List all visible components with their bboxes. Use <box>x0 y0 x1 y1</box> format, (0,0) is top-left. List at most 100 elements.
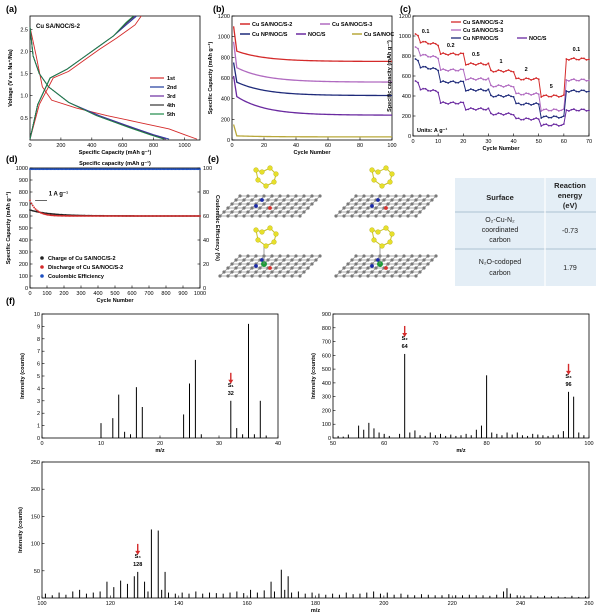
rate-point <box>542 115 545 118</box>
carbon-atom <box>234 206 238 210</box>
x-tick-label: 100 <box>584 441 593 447</box>
rate-point <box>442 80 445 82</box>
carbon-atom <box>294 270 298 274</box>
rate-point <box>419 88 422 91</box>
carbon-atom <box>338 270 342 274</box>
carbon-atom <box>250 198 254 202</box>
cycle-point-2 <box>63 168 65 171</box>
carbon-atom <box>238 262 242 266</box>
y-tick-label: 100 <box>31 542 40 548</box>
carbon-atom <box>278 194 282 198</box>
rate-point <box>477 88 480 91</box>
carbon-atom <box>242 258 246 262</box>
x-axis-label: Specific Capacity (mAh g⁻¹) <box>79 149 152 156</box>
carbon-atom <box>226 206 230 210</box>
red-arrowhead <box>402 332 408 337</box>
rate-point <box>512 113 515 116</box>
cycle-point-1 <box>53 214 56 217</box>
chart-title: Cu SA/NOC/S-2 <box>36 24 81 30</box>
y-tick-label: 1000 <box>399 34 411 40</box>
carbon-atom <box>298 198 302 202</box>
rate-point <box>432 42 435 44</box>
rate-point <box>462 68 465 71</box>
plot-frame <box>41 313 279 439</box>
carbon-atom <box>242 274 246 278</box>
rate-point <box>580 57 583 60</box>
rate-point <box>552 94 555 97</box>
table-header-energy-2: energy <box>558 191 583 200</box>
rate-point <box>555 123 558 126</box>
carbon-atom <box>374 274 378 278</box>
cycle-point-2 <box>136 168 139 171</box>
sulfur-atom <box>389 171 395 177</box>
sulfur-atom <box>387 239 393 245</box>
legend-marker <box>40 256 44 260</box>
cycle-point-2 <box>135 168 137 171</box>
cycle-point-1 <box>48 214 50 216</box>
cycle-point-1 <box>78 215 80 217</box>
cycle-point-0 <box>29 209 31 211</box>
x-axis-label: m/z <box>155 448 164 454</box>
rate-point <box>505 113 507 115</box>
rate-point <box>414 58 417 60</box>
rate-point <box>570 78 573 81</box>
capacity-series-NOC/S <box>232 75 393 116</box>
cycle-point-2 <box>182 168 185 171</box>
carbon-atom <box>350 258 354 262</box>
carbon-atom <box>306 206 310 210</box>
rate-point <box>485 63 487 66</box>
carbon-atom <box>286 270 290 274</box>
cycle-point-2 <box>151 168 154 171</box>
carbon-atom <box>270 262 274 266</box>
carbon-atom <box>418 210 422 214</box>
cycle-point-1 <box>91 215 94 217</box>
carbon-atom <box>274 258 278 262</box>
cycle-point-0 <box>48 212 50 215</box>
cycle-point-1 <box>167 215 170 217</box>
rate-point <box>459 52 462 55</box>
rate-point <box>434 42 437 45</box>
carbon-atom <box>282 214 286 218</box>
x-tick-label: 140 <box>174 601 183 607</box>
rate-point <box>457 53 460 56</box>
rate-series-Cu NP/NOC/S <box>415 58 590 119</box>
carbon-atom <box>382 274 386 278</box>
rate-point <box>578 58 580 61</box>
rate-point <box>557 117 560 119</box>
rate-point <box>477 62 480 65</box>
y-tick-label: 900 <box>19 178 28 184</box>
peak-species-label: S₁ <box>228 383 235 389</box>
cycle-point-1 <box>188 215 191 217</box>
carbon-atom <box>246 202 250 206</box>
legend-label: 1st <box>167 76 175 82</box>
cycle-point-1 <box>158 215 161 217</box>
carbon-atom <box>290 198 294 202</box>
cycle-point-0 <box>34 210 37 213</box>
x-axis-label: Cycle Number <box>97 298 135 304</box>
cycle-point-1 <box>59 214 61 217</box>
sulfur-atom <box>375 169 381 175</box>
rate-point <box>515 92 517 95</box>
rate-point <box>522 93 525 96</box>
carbon-atom <box>362 270 366 274</box>
carbon-atom <box>374 214 378 218</box>
table-row1-surface-2: coordinated <box>482 227 519 234</box>
rate-point <box>414 46 417 48</box>
capacity-series-Cu SA/NOC/S-2 <box>232 26 393 63</box>
x-axis-label: m/z <box>456 448 465 454</box>
carbon-atom <box>246 254 250 258</box>
rate-point <box>447 70 450 72</box>
y-tick-label: 200 <box>31 487 40 493</box>
rate-point <box>487 107 490 110</box>
carbon-atom <box>302 210 306 214</box>
carbon-atom <box>402 254 406 258</box>
carbon-atom <box>406 274 410 278</box>
rate-label: 1 <box>499 59 502 65</box>
rate-point <box>555 115 558 118</box>
x-tick-label: 60 <box>561 139 567 145</box>
carbon-atom <box>366 258 370 262</box>
carbon-atom <box>290 274 294 278</box>
cycle-point-2 <box>197 168 200 171</box>
carbon-atom <box>278 262 282 266</box>
